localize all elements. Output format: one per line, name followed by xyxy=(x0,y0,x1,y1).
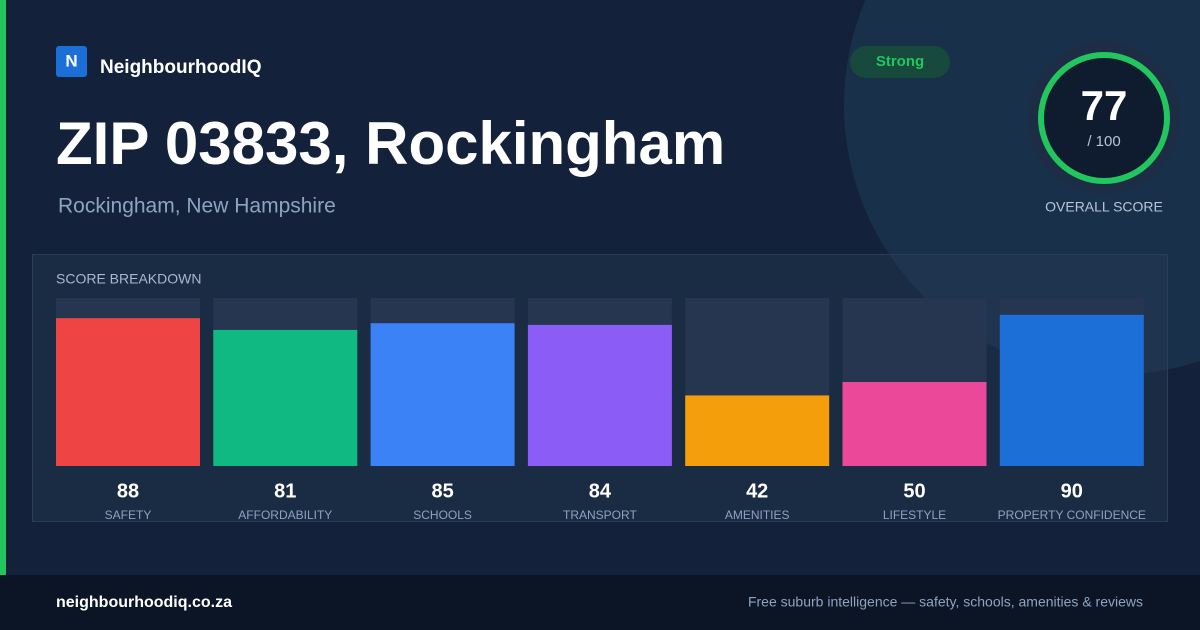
score-value: 77 xyxy=(1081,82,1128,129)
bar xyxy=(213,329,358,466)
score-max: / 100 xyxy=(1087,133,1120,150)
bar xyxy=(56,318,200,466)
bar-label: SCHOOLS xyxy=(413,508,472,522)
accent-stripe xyxy=(0,0,6,575)
badge-text: Strong xyxy=(876,53,924,70)
bar-label: SAFETY xyxy=(105,508,152,522)
bar-label: TRANSPORT xyxy=(563,508,637,522)
bar xyxy=(527,324,672,466)
footer-site: neighbourhoodiq.co.za xyxy=(56,594,232,611)
bar xyxy=(842,382,987,466)
logo-letter: N xyxy=(65,51,77,70)
bar-value: 90 xyxy=(1061,480,1083,502)
footer-tagline: Free suburb intelligence — safety, schoo… xyxy=(748,594,1143,610)
bar xyxy=(370,323,515,466)
bar-label: AMENITIES xyxy=(725,508,790,522)
subtitle: Rockingham, New Hampshire xyxy=(58,195,336,218)
title: ZIP 03833, Rockingham xyxy=(56,110,725,177)
bar-chart: 88 SAFETY 81 AFFORDABILITY 85 SCHOOLS 84 TRANSP… xyxy=(56,298,1146,522)
bar xyxy=(999,314,1144,466)
footer xyxy=(0,575,1200,630)
bar-label: LIFESTYLE xyxy=(883,508,946,522)
bar-label: AFFORDABILITY xyxy=(238,508,332,522)
brand: NeighbourhoodIQ xyxy=(100,57,261,78)
score-ring xyxy=(1038,52,1170,184)
bar-value: 50 xyxy=(903,480,925,502)
bar-value: 42 xyxy=(746,480,768,502)
bar-value: 85 xyxy=(431,480,453,502)
logo xyxy=(56,46,87,77)
breakdown-title: SCORE BREAKDOWN xyxy=(56,271,201,287)
bar-value: 81 xyxy=(274,480,296,502)
badge xyxy=(850,46,950,78)
bar-value: 84 xyxy=(589,480,612,502)
bar xyxy=(685,395,830,466)
bar-label: PROPERTY CONFIDENCE xyxy=(998,508,1146,522)
score-label: OVERALL SCORE xyxy=(1045,199,1163,215)
bar-value: 88 xyxy=(117,480,139,502)
